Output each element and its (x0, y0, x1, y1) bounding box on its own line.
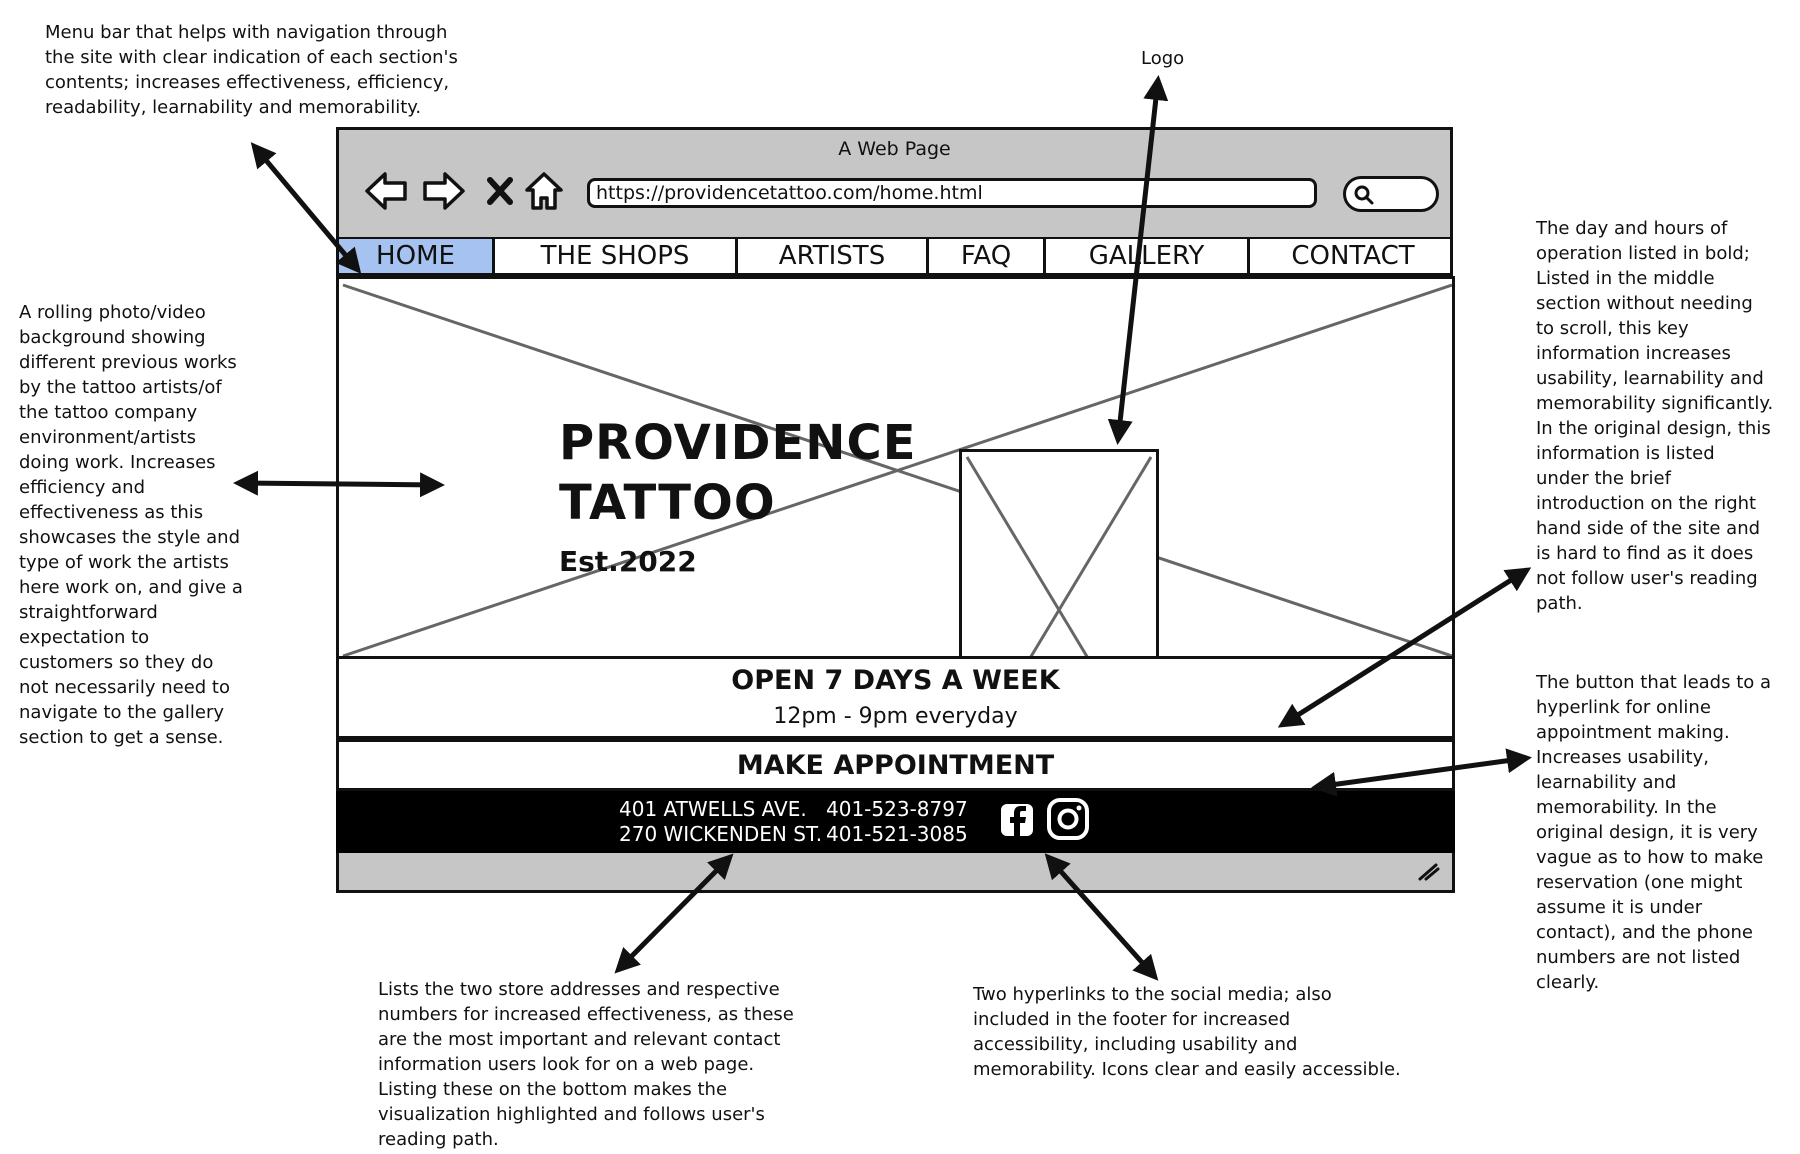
footer-addresses: 401 ATWELLS AVE. 270 WICKENDEN ST. (619, 797, 822, 847)
resize-grip-icon[interactable] (1416, 861, 1440, 881)
menu-bar: HOME THE SHOPS ARTISTS FAQ GALLERY CONTA… (336, 239, 1453, 276)
hours-section: OPEN 7 DAYS A WEEK 12pm - 9pm everyday (336, 659, 1455, 739)
url-field[interactable]: https://providencetattoo.com/home.html (587, 178, 1317, 208)
back-arrow-icon[interactable] (361, 166, 411, 216)
annotation-menu-bar: Menu bar that helps with navigation thro… (45, 22, 458, 118)
logo-placeholder[interactable] (959, 449, 1159, 656)
status-bar (336, 853, 1455, 893)
hero-title-line1: PROVIDENCE (559, 415, 917, 471)
phone-1: 401-523-8797 (826, 797, 968, 821)
image-placeholder-icon (342, 283, 1452, 656)
hours-heading: OPEN 7 DAYS A WEEK (731, 665, 1060, 696)
footer-phones: 401-523-8797 401-521-3085 (826, 797, 968, 847)
hours-time: 12pm - 9pm everyday (773, 704, 1018, 729)
hero-established: Est.2022 (559, 545, 697, 578)
window-title: A Web Page (838, 138, 951, 160)
logo-image-icon (962, 452, 1156, 656)
annotation-appointment: The button that leads to a hyperlink for… (1536, 672, 1772, 993)
hero-title: PROVIDENCE TATTOO (559, 413, 916, 533)
stop-icon[interactable] (475, 166, 515, 216)
facebook-icon[interactable] (1000, 801, 1034, 843)
footer: 401 ATWELLS AVE. 270 WICKENDEN ST. 401-5… (336, 791, 1455, 853)
menu-item-home[interactable]: HOME (339, 239, 495, 273)
menu-item-contact[interactable]: CONTACT (1291, 241, 1415, 271)
address-2: 270 WICKENDEN ST. (619, 822, 823, 846)
search-icon (1354, 185, 1374, 205)
browser-toolbar: A Web Page https://providencetattoo.com/… (336, 127, 1453, 240)
home-icon[interactable] (519, 166, 569, 216)
annotation-social: Two hyperlinks to the social media; also… (973, 984, 1401, 1080)
hero-media-placeholder: PROVIDENCE TATTOO Est.2022 (336, 276, 1455, 659)
annotation-hours: The day and hours of operation listed in… (1536, 218, 1774, 614)
menu-item-artists[interactable]: ARTISTS (738, 239, 929, 273)
phone-2: 401-521-3085 (826, 822, 968, 846)
menu-item-faq[interactable]: FAQ (929, 239, 1046, 273)
instagram-icon[interactable] (1046, 797, 1090, 845)
annotation-logo: Logo (1141, 48, 1185, 69)
annotation-background: A rolling photo/video background showing… (19, 302, 243, 748)
hero-title-line2: TATTOO (559, 475, 776, 531)
menu-item-the-shops[interactable]: THE SHOPS (495, 239, 738, 273)
address-1: 401 ATWELLS AVE. (619, 797, 807, 821)
annotation-addresses: Lists the two store addresses and respec… (378, 979, 794, 1150)
menu-item-gallery[interactable]: GALLERY (1046, 239, 1250, 273)
browser-search-field[interactable] (1343, 176, 1439, 212)
make-appointment-button[interactable]: MAKE APPOINTMENT (336, 739, 1455, 791)
browser-wireframe: A Web Page https://providencetattoo.com/… (336, 127, 1455, 893)
forward-arrow-icon[interactable] (419, 166, 469, 216)
